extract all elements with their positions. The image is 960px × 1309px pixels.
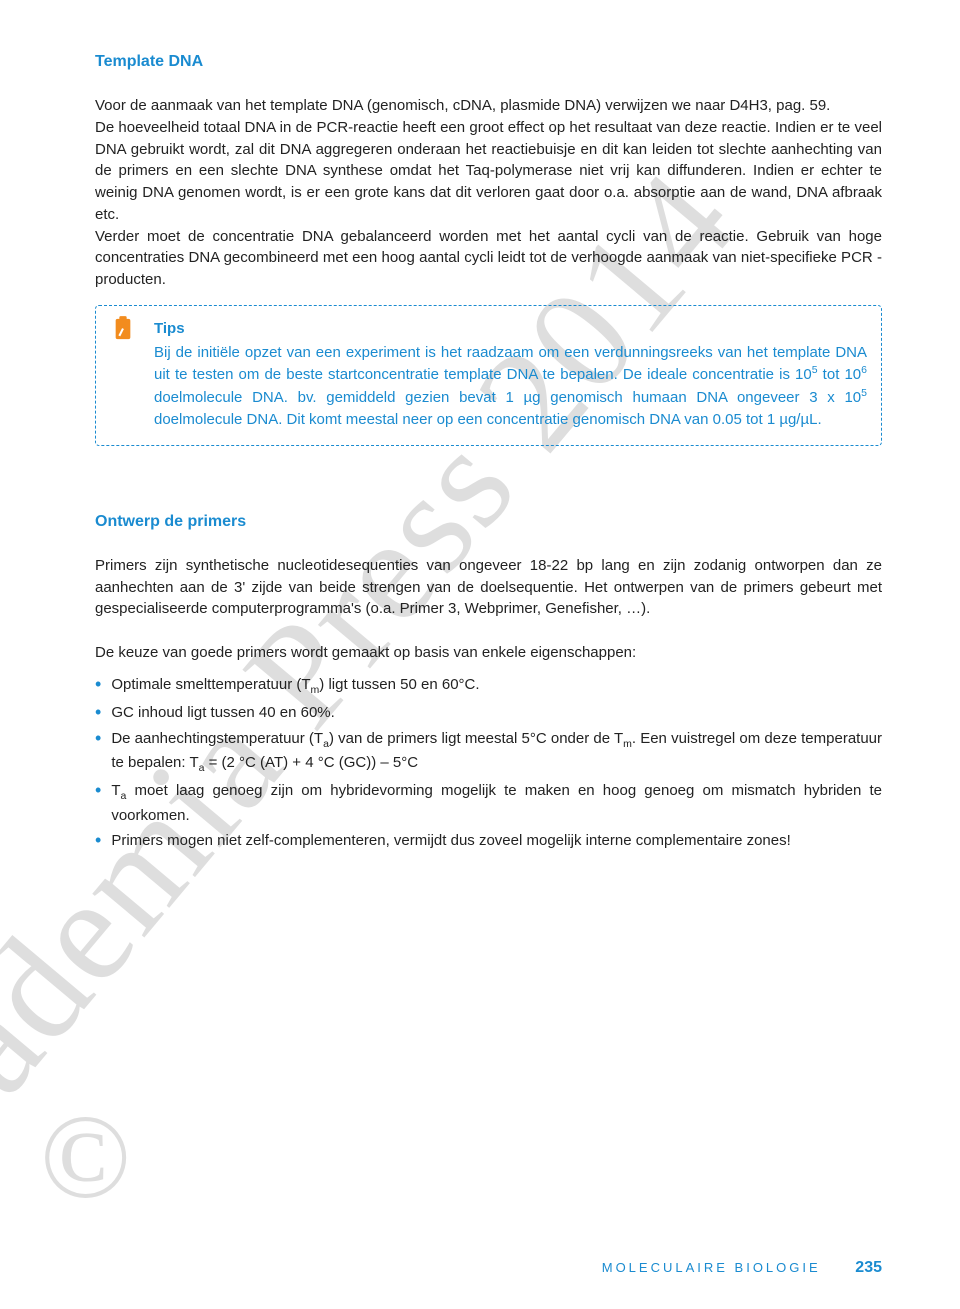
bullet-item: • Ta moet laag genoeg zijn om hybridevorm…: [95, 780, 882, 826]
bullet-item: • Optimale smelttemperatuur (Tm) ligt tus…: [95, 674, 882, 698]
section2-list-intro: De keuze van goede primers wordt gemaakt…: [95, 642, 882, 664]
footer-label: MOLECULAIRE BIOLOGIE: [602, 1260, 821, 1275]
page-number: 235: [855, 1259, 882, 1276]
section2-heading: Ontwerp de primers: [95, 510, 882, 533]
bullet-dot: •: [95, 830, 101, 852]
bullet-item: • De aanhechtingstemperatuur (Ta) van de …: [95, 728, 882, 776]
bullet-item: • Primers mogen niet zelf-complementeren,…: [95, 830, 882, 852]
bullet-dot: •: [95, 674, 101, 696]
section1-heading: Template DNA: [95, 50, 882, 73]
page-footer: MOLECULAIRE BIOLOGIE 235: [602, 1256, 882, 1279]
tips-title: Tips: [154, 318, 867, 340]
bullet-text: Optimale smelttemperatuur (Tm) ligt tuss…: [111, 674, 882, 698]
bullet-item: • GC inhoud ligt tussen 40 en 60%.: [95, 702, 882, 724]
bullet-dot: •: [95, 702, 101, 724]
tips-body: Bij de initiële opzet van een experiment…: [154, 342, 867, 431]
page-content: Template DNA Voor de aanmaak van het tem…: [0, 0, 960, 852]
clipboard-icon: [112, 314, 134, 344]
bullet-text: GC inhoud ligt tussen 40 en 60%.: [111, 702, 882, 724]
section2-intro: Primers zijn synthetische nucleotidesequ…: [95, 555, 882, 620]
bullet-text: Primers mogen niet zelf-complementeren, …: [111, 830, 882, 852]
bullet-text: De aanhechtingstemperatuur (Ta) van de p…: [111, 728, 882, 776]
bullet-dot: •: [95, 780, 101, 802]
bullet-dot: •: [95, 728, 101, 750]
section1-body: Voor de aanmaak van het template DNA (ge…: [95, 95, 882, 291]
bullet-text: Ta moet laag genoeg zijn om hybridevormi…: [111, 780, 882, 826]
copyright-symbol: ©: [40, 1070, 131, 1244]
bullet-list: • Optimale smelttemperatuur (Tm) ligt tus…: [95, 674, 882, 852]
tips-box: Tips Bij de initiële opzet van een exper…: [95, 305, 882, 446]
